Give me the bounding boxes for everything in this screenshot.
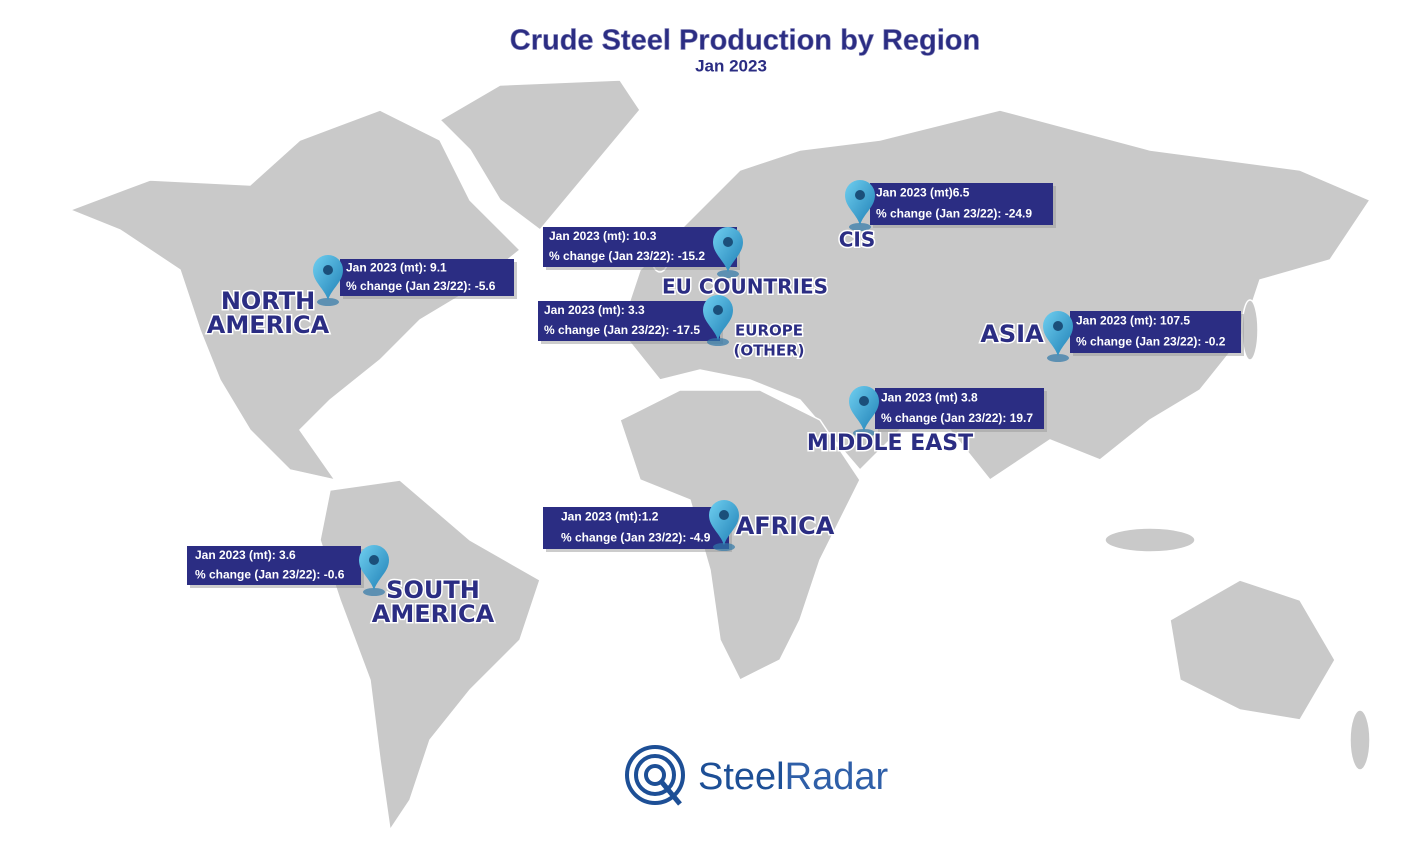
north-america [67, 109, 522, 482]
info-line: % change (Jan 23/22): -4.9 [561, 531, 711, 545]
region: Jan 2023 (mt): 10.3 % change (Jan 23/22):… [543, 227, 830, 300]
info-line: % change (Jan 23/22): -0.6 [195, 567, 345, 581]
logo-ring [634, 754, 676, 796]
logo-text: SteelRadar [698, 756, 888, 798]
region: Jan 2023 (mt)6.5 % change (Jan 23/22): -2… [837, 180, 1056, 253]
info-line: % change (Jan 23/22): -15.2 [549, 249, 705, 263]
subtitle: Jan 2023 [695, 56, 767, 75]
region-name: SOUTH [386, 576, 480, 604]
info-box [543, 507, 729, 549]
info-line: % change (Jan 23/22): -5.6 [346, 279, 496, 293]
australia [1169, 579, 1336, 721]
info-box [538, 301, 720, 341]
info-line: Jan 2023 (mt): 9.1 [346, 260, 447, 274]
info-box [875, 388, 1044, 429]
indonesia [1104, 527, 1196, 553]
logo-first: Steel [698, 756, 785, 798]
logo: SteelRadar [625, 745, 888, 806]
info-line: Jan 2023 (mt): 10.3 [549, 229, 657, 243]
region-name: AFRICA [736, 512, 835, 540]
south-america [319, 479, 541, 833]
info-box [1070, 311, 1241, 353]
info-box [187, 546, 361, 585]
regions: Jan 2023 (mt): 9.1 % change (Jan 23/22): … [187, 180, 1244, 630]
info-line: Jan 2023 (mt) 3.8 [881, 390, 978, 404]
info-line: Jan 2023 (mt): 3.3 [544, 303, 645, 317]
region-name: AMERICA [372, 600, 495, 628]
info-box [340, 259, 514, 296]
info-line: % change (Jan 23/22): -17.5 [544, 323, 700, 337]
region: Jan 2023 (mt): 107.5 % change (Jan 23/22)… [979, 311, 1244, 362]
region-name: CIS [839, 228, 876, 252]
logo-ring [625, 745, 685, 805]
eurasia [619, 109, 1372, 482]
new-zealand [1349, 709, 1371, 771]
info-box [870, 183, 1053, 225]
info-box [543, 227, 737, 267]
info-line: % change (Jan 23/22): 19.7 [881, 411, 1033, 425]
logo-tail [658, 778, 682, 806]
info-line: % change (Jan 23/22): -24.9 [876, 207, 1032, 221]
region-name: NORTH [221, 287, 315, 315]
info-line: Jan 2023 (mt): 3.6 [195, 548, 296, 562]
region-name: EU COUNTRIES [662, 275, 828, 299]
logo-second: Radar [785, 756, 889, 798]
info-line: Jan 2023 (mt): 107.5 [1076, 314, 1190, 328]
info-line: Jan 2023 (mt)6.5 [876, 186, 970, 200]
greenland [438, 79, 641, 232]
region-name: MIDDLE EAST [807, 431, 973, 456]
world-map [67, 79, 1372, 833]
region: Jan 2023 (mt): 3.3 % change (Jan 23/22): … [538, 295, 806, 361]
info-line: Jan 2023 (mt):1.2 [561, 510, 659, 524]
region-name: (OTHER) [733, 342, 804, 360]
info-line: % change (Jan 23/22): -0.2 [1076, 335, 1226, 349]
region: Jan 2023 (mt): 3.6 % change (Jan 23/22): … [187, 545, 496, 630]
logo-ring [644, 764, 666, 786]
title: Crude Steel Production by Region [510, 25, 981, 57]
region-name: ASIA [980, 320, 1044, 348]
region: Jan 2023 (mt) 3.8 % change (Jan 23/22): 1… [805, 386, 1047, 458]
region-name: AMERICA [207, 311, 330, 339]
japan [1241, 299, 1259, 361]
region: Jan 2023 (mt):1.2 % change (Jan 23/22): -… [543, 500, 836, 552]
region-name: EUROPE [735, 322, 803, 340]
region: Jan 2023 (mt): 9.1 % change (Jan 23/22): … [205, 255, 517, 341]
